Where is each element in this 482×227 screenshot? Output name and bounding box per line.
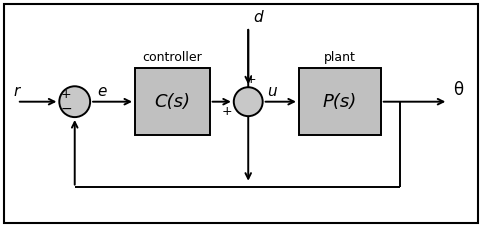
Text: controller: controller xyxy=(143,51,202,64)
Circle shape xyxy=(234,87,263,116)
Text: u: u xyxy=(268,84,277,99)
Text: −: − xyxy=(60,102,72,116)
Text: e: e xyxy=(97,84,107,99)
Text: +: + xyxy=(245,73,256,86)
Bar xyxy=(299,68,381,136)
Bar xyxy=(135,68,210,136)
Text: C(s): C(s) xyxy=(154,93,190,111)
Text: +: + xyxy=(221,105,232,118)
Text: P(s): P(s) xyxy=(322,93,357,111)
Text: r: r xyxy=(13,84,20,99)
Text: +: + xyxy=(60,88,71,101)
Text: plant: plant xyxy=(324,51,356,64)
Text: d: d xyxy=(253,10,263,25)
Text: θ: θ xyxy=(453,81,463,99)
Circle shape xyxy=(59,86,90,117)
